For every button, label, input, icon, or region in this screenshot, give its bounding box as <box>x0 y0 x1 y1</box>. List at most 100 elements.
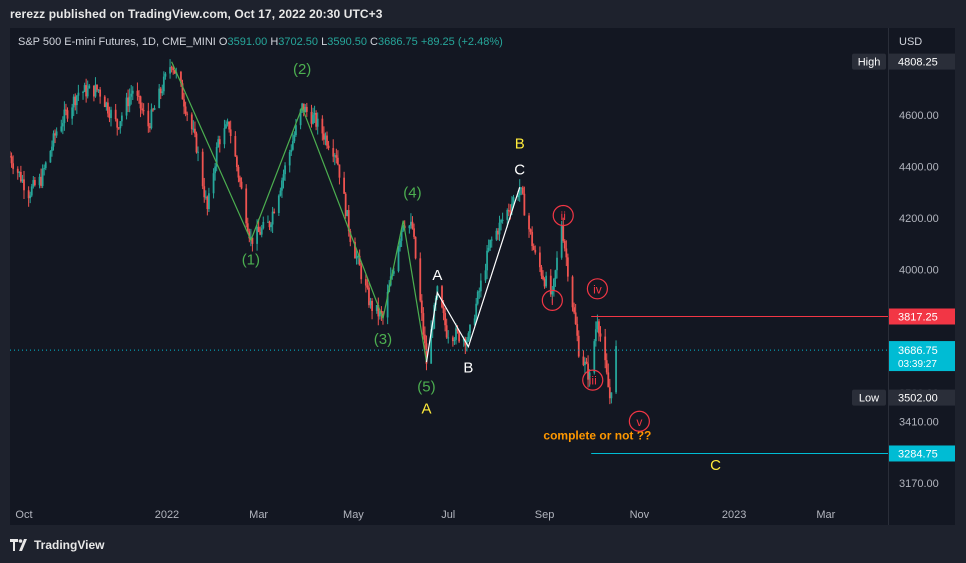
candle-body <box>425 343 428 364</box>
candle-body <box>316 118 319 127</box>
candle-body <box>400 230 403 241</box>
tradingview-logo[interactable]: TradingView <box>10 538 104 552</box>
candle-body <box>346 210 349 217</box>
candle-body <box>495 230 498 240</box>
candle-body <box>142 110 145 112</box>
candle-body <box>484 270 487 281</box>
candle-body <box>186 113 189 115</box>
candle-body <box>598 321 600 334</box>
candle-body <box>114 109 117 120</box>
candle-body <box>150 109 153 129</box>
candle-body <box>208 193 210 210</box>
y-tick-label: 4200.00 <box>899 213 939 225</box>
wave-label: complete or not ?? <box>543 428 651 442</box>
candle-body <box>608 387 611 399</box>
x-tick-label: Mar <box>249 509 268 521</box>
candle-body <box>475 303 478 319</box>
candle-body <box>117 127 120 129</box>
candle-body <box>130 93 133 97</box>
candle-body <box>523 193 526 216</box>
candle-body <box>386 291 389 318</box>
candle-body <box>257 226 260 233</box>
candle-body <box>105 102 108 108</box>
candle-body <box>93 85 95 97</box>
candle-body <box>566 257 569 277</box>
price-chart[interactable]: S&P 500 E-mini Futures, 1D, CME_MINI O35… <box>9 28 888 525</box>
candle-body <box>54 133 56 136</box>
candle-body <box>180 71 182 84</box>
candle-body <box>349 231 352 242</box>
candle-body <box>88 85 91 89</box>
candle-body <box>382 313 384 318</box>
candle-body <box>511 203 513 212</box>
price-scale-svg: USD3170.003410.003520.004000.004200.0044… <box>889 36 955 490</box>
candle-body <box>462 338 465 342</box>
candle-body <box>489 239 492 248</box>
y-tick-label: 4600.00 <box>899 110 939 122</box>
candle-body <box>610 392 613 399</box>
candle-body <box>172 68 175 71</box>
chart-area[interactable]: S&P 500 E-mini Futures, 1D, CME_MINI O35… <box>9 28 888 525</box>
candle-body <box>542 275 544 280</box>
candle-body <box>392 271 395 274</box>
candle-body <box>605 360 608 373</box>
candle-body <box>500 219 502 223</box>
bottom-bar: TradingView <box>0 527 966 563</box>
wave-label: C <box>514 161 525 178</box>
high-tag: High <box>858 57 881 69</box>
candle-body <box>518 187 521 196</box>
candle-body <box>159 88 162 94</box>
candle-body <box>74 96 77 106</box>
wave-label: B <box>463 359 473 376</box>
candle-body <box>229 129 232 137</box>
candle-body <box>9 156 11 158</box>
candle-body <box>21 179 24 182</box>
countdown-label: 03:39:27 <box>898 359 937 370</box>
candle-body <box>410 221 412 226</box>
line-price-tag-bg <box>889 308 955 325</box>
candle-body <box>262 221 265 229</box>
candle-body <box>507 209 510 212</box>
candle-body <box>206 196 209 210</box>
candle-body <box>360 265 363 280</box>
candle-body <box>574 312 577 325</box>
candle-body <box>16 168 19 173</box>
candle-body <box>414 236 417 259</box>
candle-body <box>397 247 400 272</box>
candle-body <box>343 177 346 194</box>
candle-body <box>520 187 523 189</box>
candle-body <box>565 248 568 258</box>
candle-body <box>447 337 450 339</box>
candle-body <box>251 237 254 244</box>
candle-body <box>302 103 305 113</box>
candle-body <box>299 109 302 126</box>
candle-body <box>248 231 251 239</box>
candle-body <box>375 304 378 311</box>
line-price-tag: 3817.25 <box>898 312 938 324</box>
candle-body <box>534 249 537 253</box>
x-tick-label: Sep <box>535 509 555 521</box>
candle-body <box>66 110 69 119</box>
wave-circle <box>586 278 609 300</box>
candle-body <box>29 195 32 199</box>
candle-body <box>240 181 243 189</box>
candle-body <box>75 95 78 106</box>
price-scale[interactable]: USD3170.003410.003520.004000.004200.0044… <box>888 28 955 525</box>
candle-body <box>291 141 294 150</box>
x-tick-label: Oct <box>15 509 32 521</box>
candle-body <box>455 328 457 340</box>
candle-body <box>368 287 370 306</box>
candle-body <box>52 133 55 147</box>
currency-label: USD <box>899 36 922 48</box>
candle-body <box>442 307 445 314</box>
candle-body <box>23 179 25 191</box>
candle-body <box>539 252 541 268</box>
candle-body <box>458 331 461 342</box>
candle-body <box>506 209 509 220</box>
candle-body <box>323 133 325 140</box>
candle-body <box>315 112 318 127</box>
candle-body <box>279 190 282 196</box>
candle-body <box>420 300 423 314</box>
wave-label: (1) <box>242 251 260 268</box>
candle-body <box>164 73 167 77</box>
